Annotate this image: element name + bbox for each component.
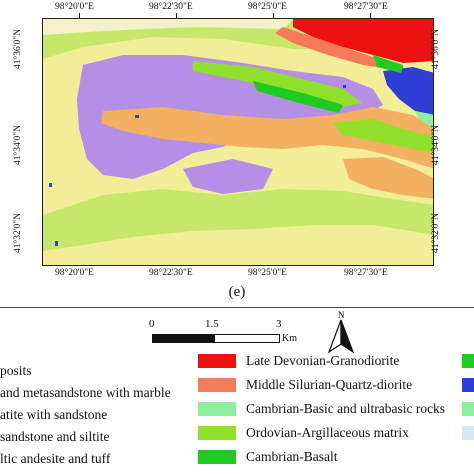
legend-swatch	[198, 378, 236, 392]
map-unit-purple-south	[183, 159, 273, 194]
top-tick-3	[273, 13, 274, 18]
legend-divider	[0, 307, 474, 308]
legend-left-label: atite with sandstone	[0, 407, 108, 422]
right-axis-label-2: 41°34'0"N	[431, 125, 441, 165]
legend-left-label: sandstone and siltite	[0, 429, 110, 444]
scale-unit: Km	[282, 333, 297, 344]
map-speck-blue-3	[55, 241, 58, 246]
bottom-axis-label-3: 98°25'0"E	[248, 268, 287, 278]
left-axis-label-3: 41°32'0"N	[13, 213, 23, 253]
map-unit-darkgreen-north	[373, 55, 403, 73]
legend-left-label: posits	[0, 363, 32, 378]
legend-swatch	[198, 354, 236, 368]
scale-tick-2: 3	[276, 318, 282, 330]
map-unit-blue	[383, 67, 433, 115]
map-unit-green-east	[333, 119, 433, 153]
bottom-axis-label-4: 98°27'30"E	[344, 268, 388, 278]
map-unit-salmon-diorite	[275, 27, 403, 71]
legend-left-label: ltic andesite and tuff	[0, 451, 111, 466]
legend-right-label: Ordovian-Argillaceous matrix	[246, 425, 409, 440]
legend-edge-swatch-3	[462, 402, 474, 416]
top-axis-label-2: 98°22'30"E	[149, 2, 193, 12]
legend-swatch	[198, 450, 236, 464]
left-axis-label-2: 41°34'0"N	[13, 125, 23, 165]
north-arrow-label: N	[338, 310, 345, 320]
panel-label: (e)	[228, 284, 246, 300]
map-speck-blue-1	[135, 115, 139, 118]
map-speck-blue-2	[49, 183, 52, 187]
legend-edge-swatch-1	[462, 354, 474, 368]
map-unit-green-central	[193, 61, 363, 107]
legend-swatch	[198, 426, 236, 440]
top-tick-4	[370, 13, 371, 18]
legend-swatch	[198, 402, 236, 416]
scale-tick-1: 1.5	[205, 318, 219, 330]
top-tick-1	[79, 13, 80, 18]
map-speck-blue-4	[343, 85, 346, 88]
left-axis-label-1: 41°36'0"N	[13, 29, 23, 69]
geologic-map-svg	[43, 19, 433, 265]
top-axis-label-4: 98°27'30"E	[344, 2, 388, 12]
top-axis-label-1: 98°20'0"E	[55, 2, 94, 12]
right-axis-label-3: 41°32'0"N	[431, 213, 441, 253]
legend-right-label: Cambrian-Basic and ultrabasic rocks	[246, 401, 446, 416]
legend-edge-swatch-4	[462, 426, 474, 440]
scale-bar-black	[152, 334, 215, 343]
geologic-map	[42, 18, 434, 266]
map-unit-red-granodiorite	[293, 19, 433, 63]
map-unit-lightgreen-east	[415, 111, 433, 129]
map-unit-darkgreen-basalt	[253, 81, 343, 113]
top-axis-label-3: 98°25'0"E	[248, 2, 287, 12]
scale-tick-0: 0	[149, 318, 155, 330]
legend-left-label: and metasandstone with marble	[0, 385, 171, 400]
bottom-axis-label-2: 98°22'30"E	[149, 268, 193, 278]
bottom-axis-label-1: 98°20'0"E	[55, 268, 94, 278]
legend-right-label: Cambrian-Basalt	[246, 449, 338, 464]
legend-edge-swatch-2	[462, 378, 474, 392]
map-unit-yellowgreen-south	[43, 189, 433, 251]
map-unit-orange-east	[343, 157, 433, 199]
map-unit-cream-north	[43, 19, 293, 35]
top-tick-2	[176, 13, 177, 18]
legend-right-label: Late Devonian-Granodiorite	[246, 353, 400, 368]
legend-right-label: Middle Silurian-Quartz-diorite	[246, 377, 413, 392]
right-axis-label-1: 41°36'0"N	[431, 29, 441, 69]
scale-bar-white	[214, 334, 280, 343]
north-arrow-icon	[327, 319, 355, 354]
